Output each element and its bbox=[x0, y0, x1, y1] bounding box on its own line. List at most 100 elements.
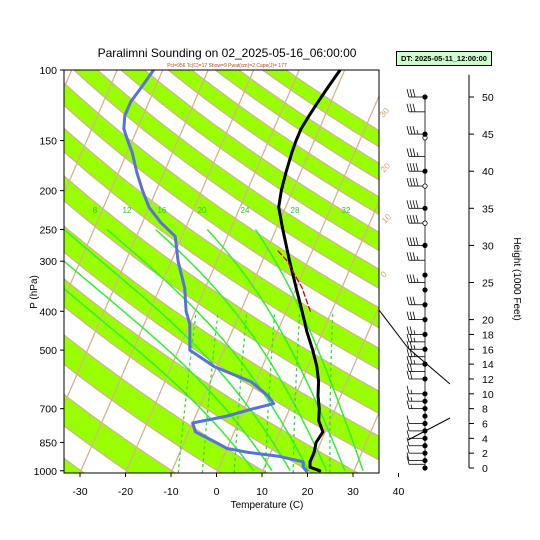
height-tick-label: 50 bbox=[482, 92, 494, 104]
moist-adiabat-label: 28 bbox=[291, 206, 300, 215]
height-tick-label: 25 bbox=[482, 278, 494, 290]
height-marker bbox=[422, 361, 428, 367]
chart-subtitle: Pcl=956 Tc(C)=17 Show=9 Pwat(cm)=2 Cape(… bbox=[167, 63, 287, 69]
moist-adiabat-label: 32 bbox=[342, 206, 351, 215]
height-tick-label: 2 bbox=[482, 448, 488, 460]
wind-barb-feather bbox=[409, 326, 413, 335]
pressure-tick-label: 850 bbox=[39, 437, 57, 449]
wind-barb-feather bbox=[406, 333, 410, 342]
height-marker bbox=[422, 406, 428, 412]
wind-barb-feather bbox=[412, 200, 416, 209]
dry-adiabat-line bbox=[64, 81, 379, 309]
wind-barb-half-feather bbox=[410, 389, 413, 394]
wind-barb-half-feather bbox=[416, 130, 419, 135]
wind-barb-feather bbox=[406, 370, 410, 380]
height-marker bbox=[422, 287, 428, 293]
height-axis-label: Height (1000 Feet) bbox=[511, 237, 522, 320]
wind-barb-feather bbox=[415, 215, 419, 224]
mixing-ratio-line bbox=[329, 312, 334, 473]
height-marker bbox=[422, 168, 428, 174]
dry-adiabat-line bbox=[64, 278, 359, 473]
isotherm-line bbox=[64, 70, 209, 407]
height-marker bbox=[422, 420, 428, 427]
moist-adiabat-label: 20 bbox=[198, 206, 207, 215]
dry-adiabat-label: 20 bbox=[378, 160, 392, 174]
wind-barb-feather bbox=[406, 311, 410, 320]
mixing-ratio-line bbox=[201, 312, 219, 473]
isotherm-line bbox=[306, 305, 379, 473]
wind-barb-feather bbox=[409, 88, 413, 98]
temperature-profile-line bbox=[277, 70, 342, 473]
wind-barb-feather bbox=[406, 252, 410, 261]
wind-barb-feather bbox=[406, 103, 410, 112]
height-tick-label: 18 bbox=[482, 329, 494, 341]
temperature-tick-label: 20 bbox=[302, 486, 314, 498]
height-marker bbox=[422, 391, 428, 397]
wind-barb-feather bbox=[409, 200, 413, 209]
moist-adiabat-line bbox=[64, 228, 291, 472]
wind-barb-feather bbox=[406, 215, 410, 224]
pressure-tick-label: 1000 bbox=[34, 466, 58, 478]
height-tick-label: 12 bbox=[482, 374, 494, 386]
dry-adiabat-band bbox=[64, 175, 379, 414]
height-tick-label: 14 bbox=[482, 359, 494, 371]
dry-adiabat-line bbox=[64, 127, 379, 350]
mixing-ratio-line bbox=[292, 312, 301, 473]
temperature-tick-label: -30 bbox=[72, 486, 87, 498]
dry-adiabat-line bbox=[64, 104, 379, 329]
height-marker bbox=[422, 428, 428, 434]
dry-adiabat-band bbox=[64, 82, 379, 328]
dry-adiabat-band bbox=[64, 394, 176, 473]
datetime-badge: DT: 2025-05-11_12:00:00 bbox=[396, 51, 492, 66]
height-marker bbox=[422, 331, 428, 338]
moist-adiabat-label: 16 bbox=[158, 206, 167, 215]
moist-adiabat-label: 24 bbox=[241, 206, 250, 215]
wind-barb-feather bbox=[406, 148, 410, 157]
height-marker bbox=[422, 183, 428, 189]
wind-panel-boundary bbox=[407, 417, 451, 441]
height-marker bbox=[422, 272, 428, 278]
wind-barb-feather bbox=[406, 363, 410, 372]
wind-barb-half-feather bbox=[416, 256, 419, 261]
dry-adiabat-band bbox=[64, 458, 85, 473]
temperature-axis: -30 -20 -10 0 10 20 30 40 bbox=[72, 473, 404, 498]
wind-barb-feather bbox=[412, 311, 416, 320]
isotherm-line bbox=[64, 70, 118, 196]
wind-barb-feather bbox=[406, 385, 410, 394]
wind-barb-feather bbox=[406, 348, 410, 357]
wind-barb-half-feather bbox=[413, 360, 416, 365]
temperature-tick-label: -20 bbox=[118, 486, 133, 498]
wind-panel bbox=[378, 88, 451, 471]
wind-barb-feather bbox=[409, 237, 413, 246]
height-tick-label: 6 bbox=[482, 418, 488, 430]
wind-barb-feather bbox=[409, 356, 413, 365]
wind-barb-feather bbox=[409, 341, 413, 350]
wind-barb-feather bbox=[412, 274, 416, 283]
wind-barb-feather bbox=[409, 215, 413, 224]
dry-adiabat-label: 0 bbox=[378, 269, 389, 280]
pressure-tick-label: 150 bbox=[39, 136, 57, 148]
height-marker bbox=[422, 94, 428, 100]
wind-barb-feather bbox=[409, 311, 413, 320]
wind-barb-feather bbox=[406, 400, 410, 409]
wind-barb-feather bbox=[409, 348, 413, 357]
isotherm-line bbox=[261, 199, 379, 473]
height-tick-label: 10 bbox=[482, 389, 494, 401]
dry-adiabat-line bbox=[64, 425, 131, 473]
isotherm-line bbox=[0, 70, 26, 473]
wind-barb-half-feather bbox=[413, 345, 416, 350]
dry-adiabat-line bbox=[64, 175, 379, 392]
height-marker bbox=[422, 465, 428, 471]
height-marker bbox=[422, 443, 428, 449]
temperature-tick-label: 40 bbox=[393, 486, 405, 498]
wind-barb-half-feather bbox=[413, 337, 416, 342]
wind-barb-feather bbox=[415, 237, 419, 246]
wind-barb-feather bbox=[406, 341, 410, 350]
height-tick-label: 35 bbox=[482, 203, 494, 215]
height-tick-label: 45 bbox=[482, 129, 494, 141]
dry-adiabat-line bbox=[64, 251, 379, 461]
moist-adiabat-line bbox=[206, 228, 346, 472]
isotherm-line bbox=[64, 70, 73, 90]
wind-barb-feather bbox=[406, 200, 410, 209]
